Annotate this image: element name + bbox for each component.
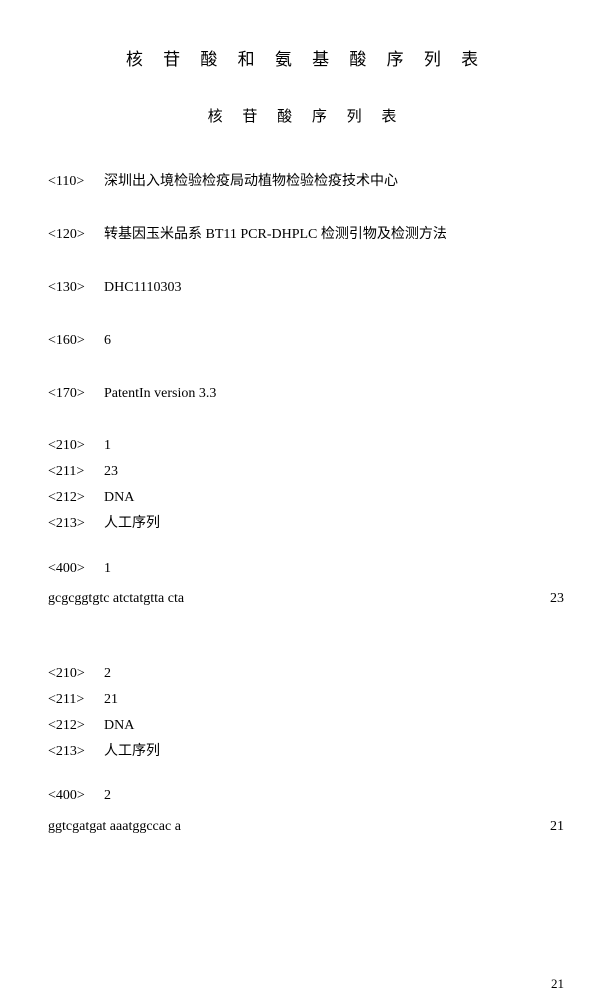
seq2-210: <210> 2 bbox=[48, 666, 564, 683]
value-seq1-400: 1 bbox=[104, 561, 111, 578]
main-title: 核 苷 酸 和 氨 基 酸 序 列 表 bbox=[48, 50, 564, 70]
entry-170: <170> PatentIn version 3.3 bbox=[48, 386, 564, 403]
tag-120: <120> bbox=[48, 227, 104, 244]
tag-seq1-212: <212> bbox=[48, 490, 104, 507]
value-seq2-212: DNA bbox=[104, 718, 134, 735]
seq2-213: <213> 人工序列 bbox=[48, 744, 564, 761]
value-seq1-210: 1 bbox=[104, 438, 111, 455]
tag-110: <110> bbox=[48, 174, 104, 191]
entry-110: <110> 深圳出入境检验检疫局动植物检验检疫技术中心 bbox=[48, 174, 564, 191]
seq1-212: <212> DNA bbox=[48, 490, 564, 507]
tag-seq2-212: <212> bbox=[48, 718, 104, 735]
seq1-211: <211> 23 bbox=[48, 464, 564, 481]
seq1-sequence-row: gcgcggtgtc atctatgtta cta 23 bbox=[48, 591, 564, 608]
tag-130: <130> bbox=[48, 280, 104, 297]
value-130: DHC1110303 bbox=[104, 280, 182, 297]
subtitle: 核 苷 酸 序 列 表 bbox=[48, 108, 564, 126]
tag-seq1-211: <211> bbox=[48, 464, 104, 481]
seq2-211: <211> 21 bbox=[48, 692, 564, 709]
value-seq1-213: 人工序列 bbox=[104, 516, 160, 533]
tag-seq1-210: <210> bbox=[48, 438, 104, 455]
seq2-sequence: ggtcgatgat aaatggccac a bbox=[48, 819, 181, 836]
tag-seq2-210: <210> bbox=[48, 666, 104, 683]
value-seq2-210: 2 bbox=[104, 666, 111, 683]
tag-seq2-400: <400> bbox=[48, 788, 104, 805]
value-seq2-211: 21 bbox=[104, 692, 118, 709]
tag-seq2-213: <213> bbox=[48, 744, 104, 761]
tag-seq1-213: <213> bbox=[48, 516, 104, 533]
value-110: 深圳出入境检验检疫局动植物检验检疫技术中心 bbox=[104, 174, 398, 191]
tag-seq2-211: <211> bbox=[48, 692, 104, 709]
seq2-400: <400> 2 bbox=[48, 788, 564, 805]
entry-120: <120> 转基因玉米品系 BT11 PCR-DHPLC 检测引物及检测方法 bbox=[48, 227, 564, 244]
seq1-210: <210> 1 bbox=[48, 438, 564, 455]
seq2-length: 21 bbox=[550, 819, 564, 836]
tag-170: <170> bbox=[48, 386, 104, 403]
value-170: PatentIn version 3.3 bbox=[104, 386, 216, 403]
value-seq1-212: DNA bbox=[104, 490, 134, 507]
value-120: 转基因玉米品系 BT11 PCR-DHPLC 检测引物及检测方法 bbox=[104, 227, 447, 244]
value-seq2-400: 2 bbox=[104, 788, 111, 805]
value-160: 6 bbox=[104, 333, 111, 350]
seq1-sequence: gcgcggtgtc atctatgtta cta bbox=[48, 591, 184, 608]
seq2-sequence-row: ggtcgatgat aaatggccac a 21 bbox=[48, 819, 564, 836]
page-number: 21 bbox=[551, 976, 564, 992]
entry-160: <160> 6 bbox=[48, 333, 564, 350]
tag-160: <160> bbox=[48, 333, 104, 350]
seq1-400: <400> 1 bbox=[48, 561, 564, 578]
value-seq2-213: 人工序列 bbox=[104, 744, 160, 761]
seq1-213: <213> 人工序列 bbox=[48, 516, 564, 533]
entry-130: <130> DHC1110303 bbox=[48, 280, 564, 297]
value-seq1-211: 23 bbox=[104, 464, 118, 481]
seq2-212: <212> DNA bbox=[48, 718, 564, 735]
tag-seq1-400: <400> bbox=[48, 561, 104, 578]
seq1-length: 23 bbox=[550, 591, 564, 608]
